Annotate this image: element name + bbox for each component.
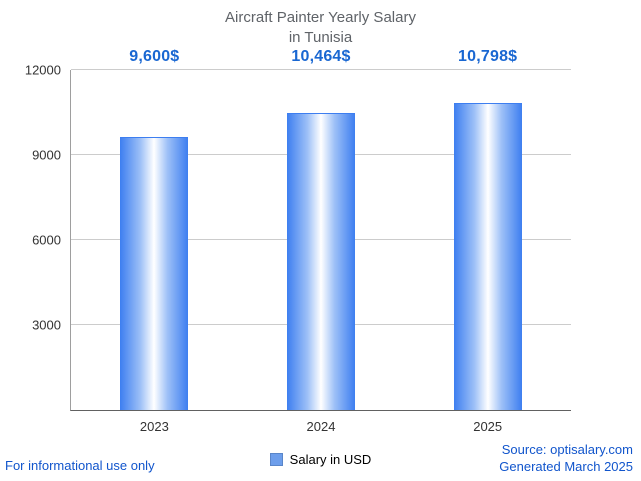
disclaimer-text: For informational use only xyxy=(5,458,155,473)
bars-row: 9,600$ 2023 10,464$ 2024 10,798$ 2025 xyxy=(71,48,571,434)
bar-value-label: 9,600$ xyxy=(129,48,180,65)
y-tick-label: 3000 xyxy=(32,317,61,333)
legend: Salary in USD xyxy=(0,452,641,467)
y-tick-label: 6000 xyxy=(32,232,61,248)
generated-date: Generated March 2025 xyxy=(499,459,633,475)
legend-label: Salary in USD xyxy=(289,452,372,467)
x-tick-label: 2023 xyxy=(139,419,169,434)
x-tick-label: 2024 xyxy=(306,419,336,434)
chart-title: Aircraft Painter Yearly Salary in Tunisi… xyxy=(0,8,641,47)
bar-slot-2023: 9,600$ 2023 xyxy=(71,48,238,434)
bar-slot-2024: 10,464$ 2024 xyxy=(238,48,405,434)
chart-title-line2: in Tunisia xyxy=(288,28,353,46)
y-tick-label: 12000 xyxy=(24,62,61,78)
x-tick-label: 2025 xyxy=(473,419,503,434)
bar-slot-2025: 10,798$ 2025 xyxy=(404,48,571,434)
legend-marker-icon xyxy=(269,453,283,466)
bar-2025 xyxy=(453,103,522,410)
source-link[interactable]: Source: optisalary.com xyxy=(501,441,633,457)
gridline xyxy=(71,69,571,70)
y-tick-label: 9000 xyxy=(32,147,61,163)
bar-2023 xyxy=(120,137,189,410)
bar-value-label: 10,464$ xyxy=(291,48,351,65)
bar-value-label: 10,798$ xyxy=(458,48,518,65)
source-block: Source: optisalary.com Generated March 2… xyxy=(499,441,633,476)
plot-area: 3000 6000 9000 12000 9,600$ 2023 10,464$ 2024 10… xyxy=(25,48,571,434)
bar-2024 xyxy=(287,112,355,410)
chart-title-line1: Aircraft Painter Yearly Salary xyxy=(225,9,416,26)
